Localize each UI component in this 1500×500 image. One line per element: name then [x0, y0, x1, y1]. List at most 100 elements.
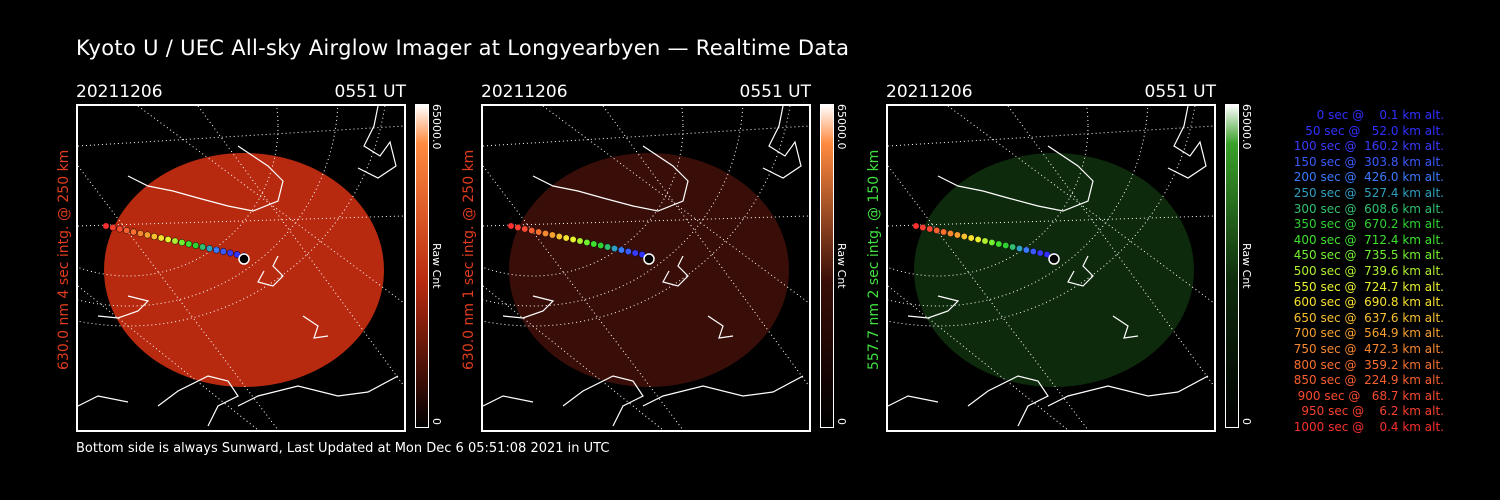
trajectory-point	[967, 234, 975, 242]
footer-note: Bottom side is always Sunward, Last Upda…	[76, 441, 610, 456]
trajectory-point	[555, 233, 563, 240]
trajectory-point	[1016, 245, 1023, 252]
colorbar	[1225, 104, 1239, 428]
trajectory-point	[109, 224, 117, 231]
legend-entry: 500 sec @ 739.6 km alt.	[1289, 263, 1444, 278]
legend-entry: 800 sec @ 359.2 km alt.	[1289, 357, 1444, 372]
colorbar-min-label: 0	[1240, 418, 1253, 425]
trajectory-point	[528, 227, 536, 234]
allsky-image	[76, 104, 406, 432]
allsky-svg	[78, 106, 404, 430]
trajectory-point	[226, 249, 234, 257]
legend-entry: 350 sec @ 670.2 km alt.	[1289, 217, 1444, 232]
legend-entry: 1000 sec @ 0.4 km alt.	[1293, 419, 1444, 434]
trajectory-point	[590, 240, 598, 248]
colorbar-max-label: 65000.0	[1240, 104, 1253, 150]
trajectory-point	[185, 240, 193, 248]
trajectory-point	[521, 225, 529, 233]
trajectory-point	[150, 233, 158, 240]
colorbar-unit-label: Raw Cnt	[835, 243, 848, 289]
page-title: Kyoto U / UEC All-sky Airglow Imager at …	[76, 36, 850, 60]
colorbar-max-label: 65000.0	[430, 104, 443, 150]
panel-date: 20211206	[76, 82, 163, 102]
trajectory-point	[988, 239, 996, 246]
legend-entry: 850 sec @ 224.9 km alt.	[1289, 373, 1444, 388]
trajectory-point	[535, 228, 543, 236]
trajectory-point	[233, 251, 241, 258]
trajectory-point	[1036, 249, 1044, 257]
colorbar	[415, 104, 429, 428]
trajectory-point	[1022, 246, 1030, 254]
trajectory-point	[569, 236, 577, 243]
trajectory-point	[981, 237, 989, 245]
trajectory-point	[219, 248, 227, 255]
legend-entry: 900 sec @ 68.7 km alt.	[1293, 388, 1444, 403]
trajectory-point	[157, 234, 165, 242]
trajectory	[912, 222, 1060, 265]
panel-ylabel: 630.0 nm 1 sec intg. @ 250 km	[461, 149, 477, 370]
legend-entry: 450 sec @ 735.5 km alt.	[1289, 248, 1444, 263]
trajectory-point	[604, 243, 612, 251]
trajectory-point	[212, 246, 220, 254]
trajectory-point	[1043, 251, 1051, 258]
panel-ylabel: 557.7 nm 2 sec intg. @ 150 km	[866, 149, 882, 370]
trajectory-point	[919, 224, 927, 231]
panel-date: 20211206	[886, 82, 973, 102]
legend-entry: 550 sec @ 724.7 km alt.	[1289, 279, 1444, 294]
trajectory-point	[638, 251, 646, 258]
coastline	[483, 106, 804, 427]
trajectory-point	[102, 222, 110, 230]
trajectory-point	[514, 224, 522, 231]
trajectory-point	[171, 237, 179, 245]
trajectory-point	[947, 230, 954, 237]
trajectory-point	[548, 231, 556, 239]
legend-entry: 700 sec @ 564.9 km alt.	[1289, 326, 1444, 341]
lat-lon-grid	[78, 106, 404, 430]
legend-entry: 50 sec @ 52.0 km alt.	[1297, 123, 1444, 138]
sky-disk	[509, 153, 789, 387]
trajectory-point	[583, 239, 591, 246]
lat-lon-grid	[888, 106, 1214, 430]
colorbar-unit-label: Raw Cnt	[1240, 243, 1253, 289]
coastline	[78, 106, 399, 427]
trajectory-point	[123, 227, 131, 234]
colorbar-max-label: 65000.0	[835, 104, 848, 150]
allsky-svg	[888, 106, 1214, 430]
station-marker	[238, 253, 250, 265]
trajectory-point	[974, 236, 982, 243]
station-marker	[643, 253, 655, 265]
trajectory-point	[1009, 243, 1017, 251]
trajectory-point	[1029, 248, 1037, 255]
panel-ylabel: 630.0 nm 4 sec intg. @ 250 km	[56, 149, 72, 370]
trajectory-point	[576, 237, 584, 245]
trajectory-legend: 0 sec @ 0.1 km alt. 50 sec @ 52.0 km alt…	[1262, 108, 1444, 435]
trajectory-point	[995, 240, 1003, 248]
trajectory-point	[116, 225, 124, 233]
legend-entry: 400 sec @ 712.4 km alt.	[1289, 232, 1444, 247]
trajectory-point	[130, 228, 138, 236]
panel-time: 0551 UT	[739, 82, 812, 102]
legend-entry: 250 sec @ 527.4 km alt.	[1289, 185, 1444, 200]
allsky-image	[481, 104, 811, 432]
allsky-image	[886, 104, 1216, 432]
panel-date: 20211206	[481, 82, 568, 102]
trajectory-point	[611, 245, 618, 252]
trajectory	[102, 222, 250, 265]
panel-time: 0551 UT	[334, 82, 407, 102]
trajectory-point	[562, 234, 570, 242]
colorbar	[820, 104, 834, 428]
station-marker	[1048, 253, 1060, 265]
lat-lon-grid	[483, 106, 809, 430]
coastline	[888, 106, 1209, 427]
sky-disk	[914, 153, 1194, 387]
trajectory-point	[597, 242, 605, 249]
trajectory	[507, 222, 655, 265]
trajectory-point	[912, 222, 920, 230]
colorbar-min-label: 0	[430, 418, 443, 425]
image-panel-1: 20211206 0551 UT	[76, 82, 406, 432]
trajectory-point	[631, 249, 639, 257]
trajectory-point	[507, 222, 515, 230]
trajectory-point	[960, 233, 968, 240]
trajectory-point	[933, 227, 941, 234]
trajectory-point	[178, 239, 186, 246]
